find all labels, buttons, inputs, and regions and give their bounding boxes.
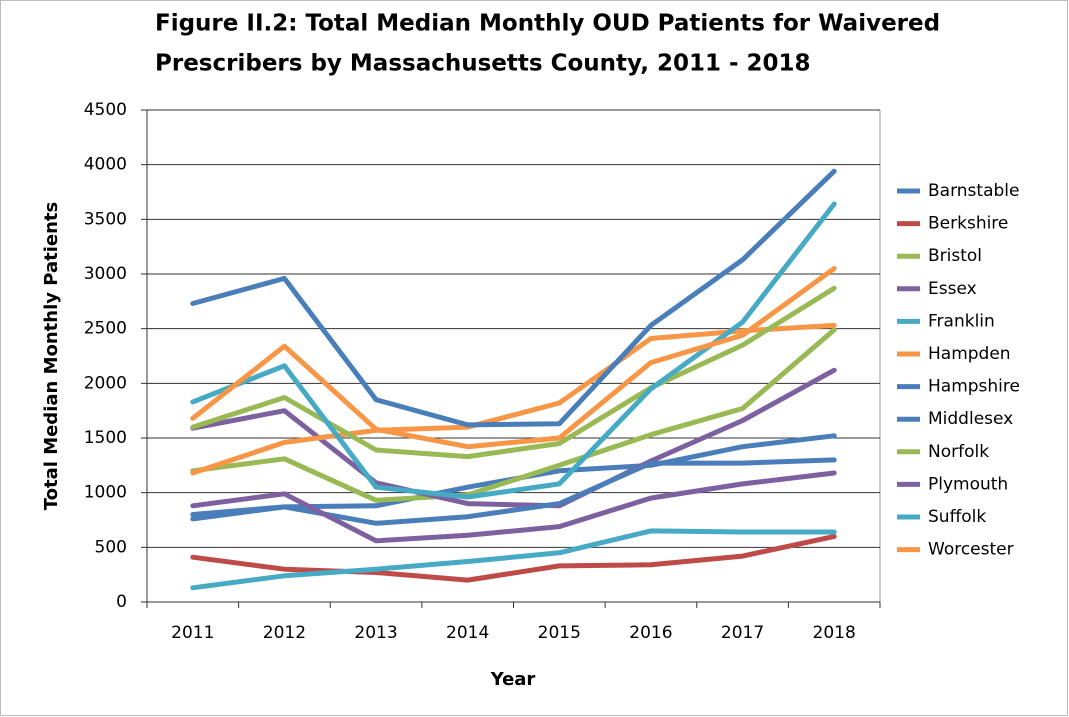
y-axis-title: Total Median Monthly Patients (41, 202, 62, 511)
series-line (190, 266, 837, 450)
series-line (190, 457, 837, 526)
legend-label: Franklin (928, 311, 995, 331)
y-tick-label: 2000 (84, 373, 127, 393)
legend-label: Middlesex (928, 409, 1013, 429)
x-tick-label: 2017 (721, 623, 764, 643)
series-line (190, 201, 837, 500)
y-tick-label: 4500 (84, 100, 127, 120)
y-tick-label: 3000 (84, 264, 127, 284)
x-tick-label: 2013 (354, 623, 397, 643)
legend-label: Barnstable (928, 181, 1019, 201)
chart-title: Figure II.2: Total Median Monthly OUD Pa… (155, 11, 940, 37)
chart-title: Prescribers by Massachusetts County, 201… (155, 51, 811, 77)
series-line (190, 168, 837, 428)
legend-label: Plymouth (928, 474, 1008, 494)
series-line (190, 367, 837, 509)
y-tick-label: 500 (95, 537, 127, 557)
legend-label: Hampden (928, 344, 1011, 364)
legend-label: Norfolk (928, 442, 989, 462)
legend-label: Berkshire (928, 214, 1008, 234)
x-tick-label: 2014 (446, 623, 489, 643)
y-tick-label: 1000 (84, 483, 127, 503)
legend-label: Essex (928, 279, 977, 299)
legend-label: Worcester (928, 540, 1014, 560)
series-line (190, 327, 837, 503)
y-tick-label: 3500 (84, 209, 127, 229)
y-tick-label: 0 (116, 592, 127, 612)
series-line (190, 470, 837, 544)
x-tick-label: 2012 (263, 623, 306, 643)
legend-label: Hampshire (928, 377, 1020, 397)
y-tick-label: 4000 (84, 155, 127, 175)
legend-label: Bristol (928, 246, 982, 266)
y-tick-label: 2500 (84, 319, 127, 339)
series-line (190, 533, 837, 583)
x-tick-label: 2011 (171, 623, 214, 643)
x-axis-title: Year (490, 669, 536, 690)
series-line (190, 285, 837, 460)
series-line (190, 528, 837, 591)
y-tick-label: 1500 (84, 428, 127, 448)
x-tick-label: 2016 (629, 623, 672, 643)
x-tick-label: 2015 (538, 623, 581, 643)
x-tick-label: 2018 (813, 623, 856, 643)
legend-label: Suffolk (928, 507, 986, 527)
